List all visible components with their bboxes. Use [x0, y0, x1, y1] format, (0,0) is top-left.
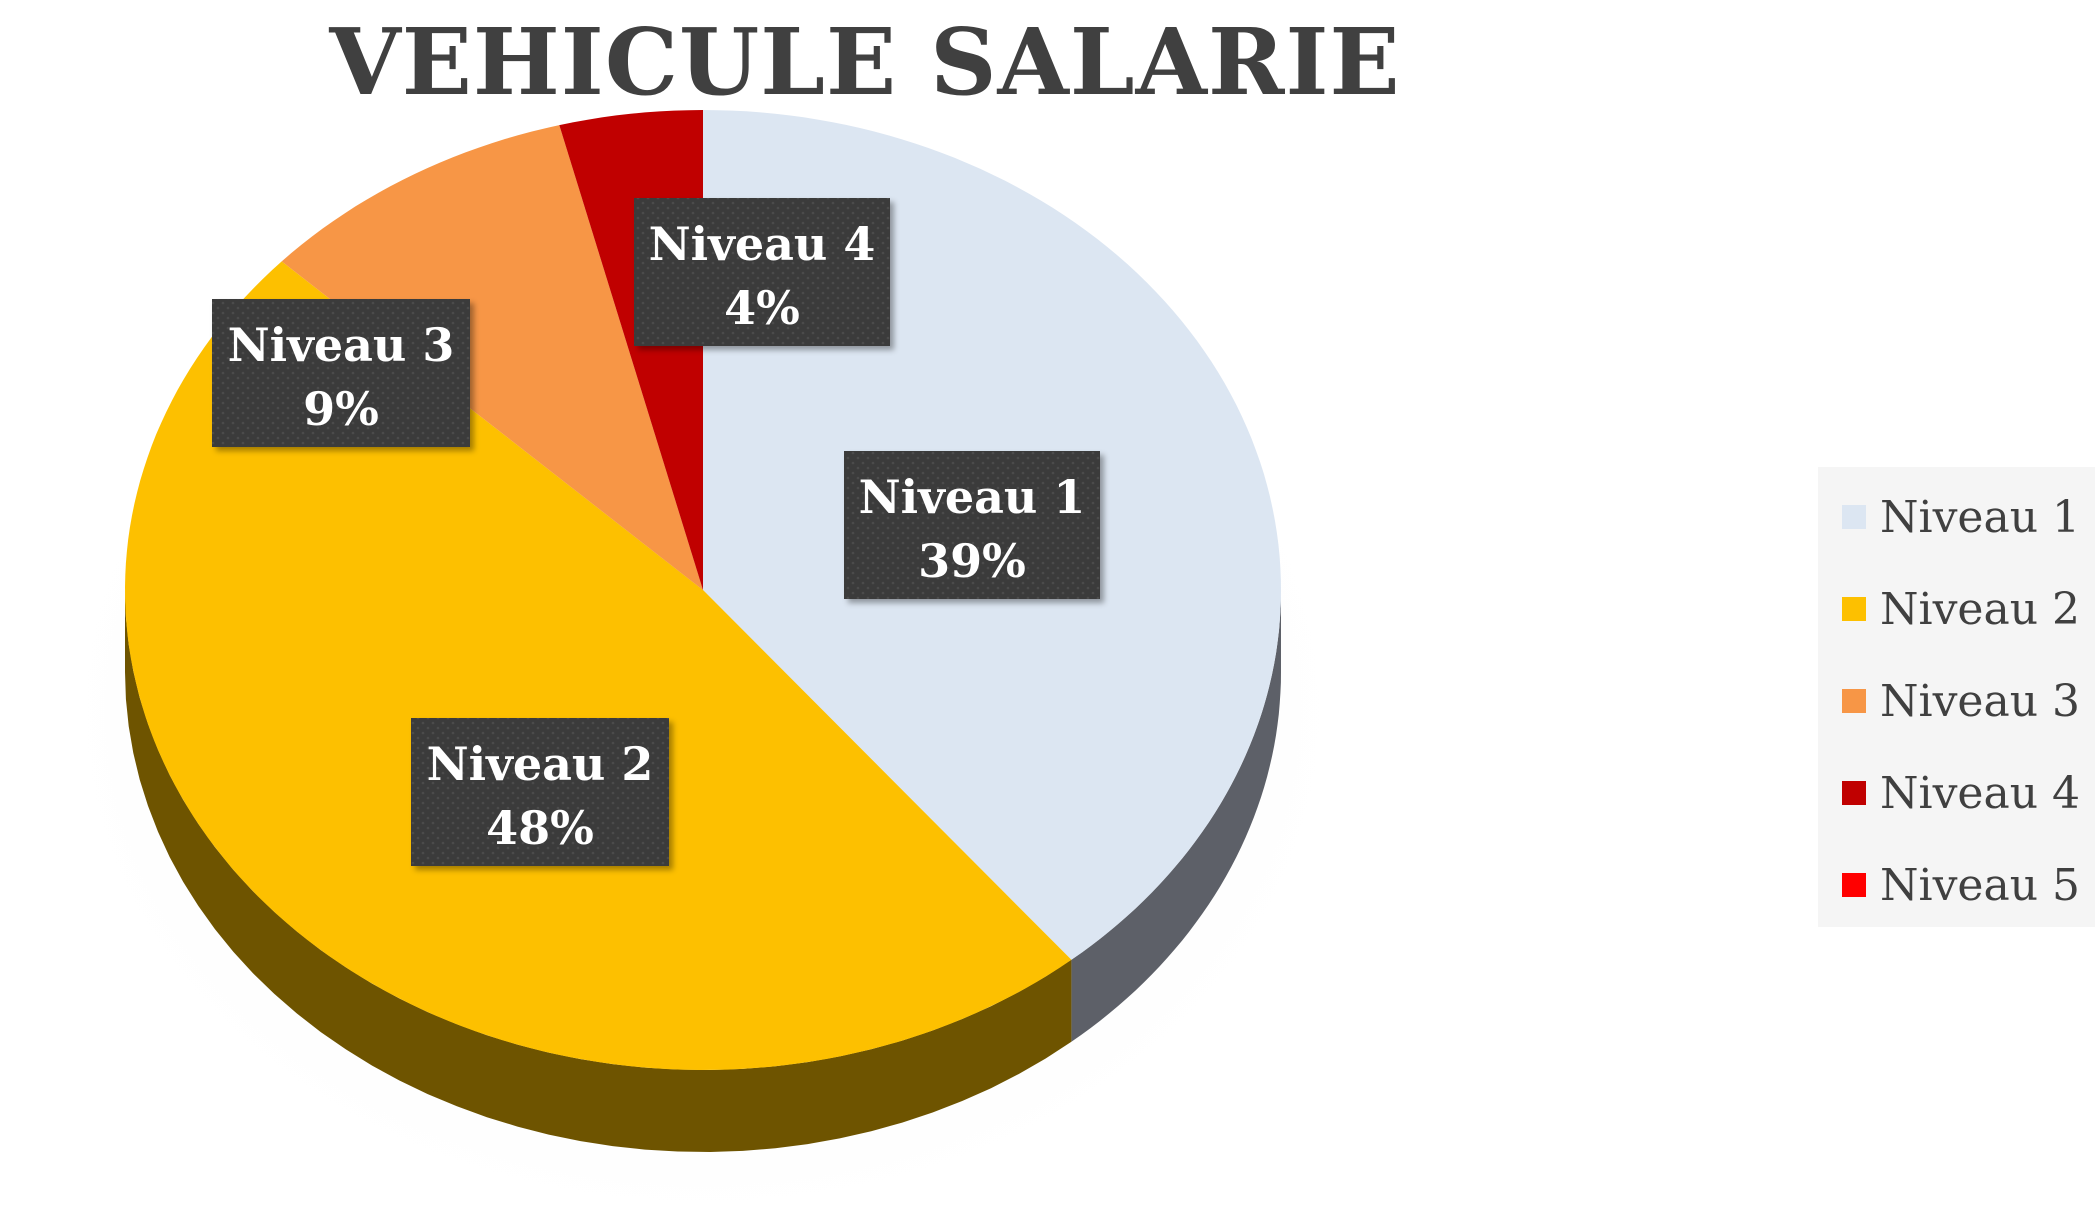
data-label-box: [844, 451, 1100, 599]
data-label-name: Niveau 1: [859, 470, 1086, 524]
legend-item-niveau-3: Niveau 3: [1842, 671, 2080, 731]
pie-slice-niveau-2: [125, 261, 1072, 1070]
data-label-name: Niveau 3: [228, 318, 455, 372]
legend-swatch: [1842, 505, 1866, 529]
data-label-value: 48%: [486, 801, 594, 855]
legend-swatch: [1842, 689, 1866, 713]
chart-title: VEHICULE SALARIE: [329, 8, 1401, 116]
legend-swatch: [1842, 597, 1866, 621]
legend-label: Niveau 1: [1880, 491, 2081, 543]
pie-side-niveau-1: [1071, 590, 1281, 1042]
legend-label: Niveau 4: [1880, 767, 2081, 819]
data-label-value: 4%: [724, 281, 800, 335]
data-label-niveau-3: Niveau 3 9%: [212, 299, 470, 447]
legend-label: Niveau 5: [1880, 859, 2081, 911]
legend-item-niveau-2: Niveau 2: [1842, 579, 2080, 639]
pie-side-niveau-2: [125, 590, 1072, 1152]
legend-label: Niveau 3: [1880, 675, 2081, 727]
data-label-name: Niveau 4: [649, 217, 876, 271]
data-label-niveau-2: Niveau 2 48%: [411, 718, 669, 866]
data-label-name: Niveau 2: [427, 737, 654, 791]
data-label-niveau-4: Niveau 4 4%: [634, 198, 890, 346]
data-label-value: 39%: [918, 534, 1026, 588]
data-label-box: [411, 718, 669, 866]
legend-swatch: [1842, 781, 1866, 805]
legend-item-niveau-4: Niveau 4: [1842, 763, 2080, 823]
legend-label: Niveau 2: [1880, 583, 2081, 635]
legend-swatch: [1842, 873, 1866, 897]
pie-slice-niveau-3: [281, 125, 703, 590]
data-label-box: [212, 299, 470, 447]
legend-item-niveau-1: Niveau 1: [1842, 487, 2080, 547]
data-label-niveau-1: Niveau 1 39%: [844, 451, 1100, 599]
data-label-value: 9%: [303, 382, 379, 436]
legend-item-niveau-5: Niveau 5: [1842, 855, 2080, 915]
data-label-box: [634, 198, 890, 346]
chart-legend: Niveau 1 Niveau 2 Niveau 3 Niveau 4 Nive…: [1818, 467, 2095, 927]
